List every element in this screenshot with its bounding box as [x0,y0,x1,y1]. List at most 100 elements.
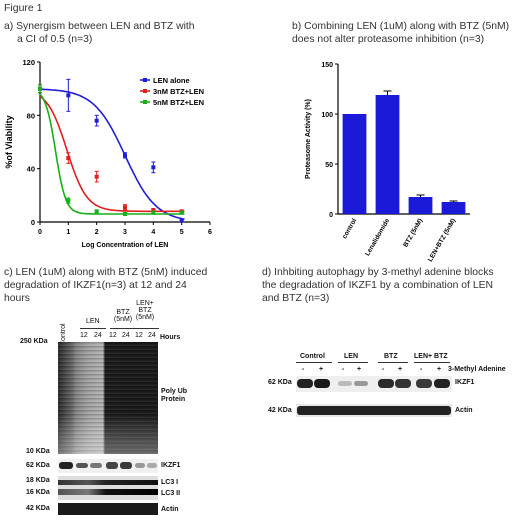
time-12-len: 12 [80,332,88,339]
panel-a-chart: 0 1 2 3 4 5 6 0 40 80 120 Log Concentration of LEN%… [4,58,212,249]
ikzf1-band [59,462,73,469]
ikzf1-band [354,381,368,386]
ikzf1-band [90,463,102,468]
legend-marker [143,89,147,93]
data-point [179,210,184,215]
mw-62-label-d: 62 KDa [268,379,292,386]
ikzf1-label-c: IKZF1 [161,462,181,469]
polyub-label: Poly Ub Protein [161,388,187,404]
polyub-blot [58,342,158,454]
panel-d-caption: d) Inhbiting autophagy by 3-methyl adeni… [262,266,494,305]
mw-16-label: 16 KDa [26,489,50,496]
panel-d-caption-line3: and BTZ (n=3) [262,293,330,304]
legend-label: LEN alone [153,76,190,85]
x-tick-label: 3 [123,229,127,236]
hours-label: Hours [160,334,181,341]
col-lenbtz-label-3: (5nM) [135,314,155,321]
panel-d-caption-line2: the degradation of IKZF1 by a combinatio… [262,280,494,291]
sign-minus: - [420,366,423,373]
panel-a-caption-line2: a CI of 0.5 (n=3) [17,34,93,45]
grp-btz-label: BTZ [384,353,398,360]
col-btz-label: BTZ (5nM) [111,309,135,323]
col-btz-label-1: BTZ [116,309,130,316]
panel-c-caption-line2: degradation of IKZF1(n=3) at 12 and 24 [4,280,187,291]
mw-62-label: 62 KDa [26,462,50,469]
y-tick-label: 120 [22,58,35,67]
actin-blot-d [296,404,452,417]
lc3-blot [58,476,158,500]
data-point [66,198,71,203]
col-lenbtz-label: LEN+ BTZ (5nM) [130,300,160,321]
col-lenbtz-label-1: LEN+ [136,300,154,307]
ikzf1-band [416,379,432,388]
y-tick-label: 40 [27,165,35,174]
x-tick-label: 5 [180,229,184,236]
grp-control-label: Control [300,353,325,360]
category-label: control [341,217,358,240]
mw-250-label: 250 KDa [20,338,48,345]
fit-curve-0 [39,88,185,220]
data-point [123,153,127,158]
ikzf1-band [338,381,352,386]
grp-lenbtz-label: LEN+ BTZ [414,353,448,360]
mw-18-label: 18 KDa [26,477,50,484]
y-tick-label: 100 [321,112,333,119]
data-point [151,208,156,212]
time-24-lenbtz: 24 [148,332,156,339]
ikzf1-band [120,462,132,469]
x-tick-label: 1 [66,229,70,236]
ikzf1-band [147,463,157,468]
lc3i-label: LC3 I [161,479,179,486]
time-24-len: 24 [94,332,102,339]
grp-len-label: LEN [344,353,358,360]
panel-d-caption-line1: d) Inhbiting autophagy by 3-methyl adeni… [262,267,494,278]
ikzf1-band [135,463,145,468]
y-tick-label: 80 [27,111,35,120]
time-24-btz: 24 [122,332,130,339]
polyub-label-2: Protein [161,396,186,403]
x-tick-label: 4 [151,229,155,236]
y-tick-label: 50 [325,162,333,169]
legend-marker [143,100,147,104]
ikzf1-band [76,463,88,468]
col-lenbtz-label-2: BTZ [138,307,152,314]
ikzf1-band [434,379,450,388]
sign-plus: + [437,366,442,373]
data-point [66,156,71,160]
bar [441,202,466,214]
grp-lenbtz-underline [414,362,450,363]
col-len-label: LEN [86,318,100,325]
x-axis-label: Log Concentration of LEN [82,242,169,249]
sign-plus: + [319,366,324,373]
col-lenbtz-underline [135,328,159,329]
legend-marker [143,78,147,82]
sign-plus: + [357,366,362,373]
panel-c-caption-line1: c) LEN (1uM) along with BTZ (5nM) induce… [4,267,208,278]
y-tick-label: 0 [329,212,333,219]
lc3-i-band [58,480,158,485]
lc3ii-label: LC3 II [161,490,181,497]
data-point [123,205,127,210]
sign-minus: - [302,366,305,373]
bar [375,95,400,214]
col-btz-underline [110,328,136,329]
actin-label-d: Actin [455,407,473,414]
grp-btz-underline [378,362,408,363]
x-tick-label: 6 [208,229,212,236]
treatment-label: 3-Methyl Adenine [448,366,506,373]
polyub-blot-texture [58,342,158,454]
panel-b-chart: 0 50 100 150 Proteasome Activity (%) control L… [305,62,470,263]
category-label: LEN+BTZ (5nM) [427,218,457,263]
data-point [179,218,184,223]
ikzf1-band [378,379,394,388]
data-point [94,118,99,123]
y-tick-label: 0 [31,218,35,227]
data-point [151,165,156,170]
y-axis-label: Proteasome Activity (%) [305,99,312,179]
panel-a-caption-line1: a) Synergism between LEN and BTZ with [4,21,195,32]
data-point [38,86,42,91]
bar [408,197,433,214]
fit-curve-2 [39,93,185,215]
ikzf1-band [314,379,330,388]
ikzf1-blot-d [296,376,452,392]
